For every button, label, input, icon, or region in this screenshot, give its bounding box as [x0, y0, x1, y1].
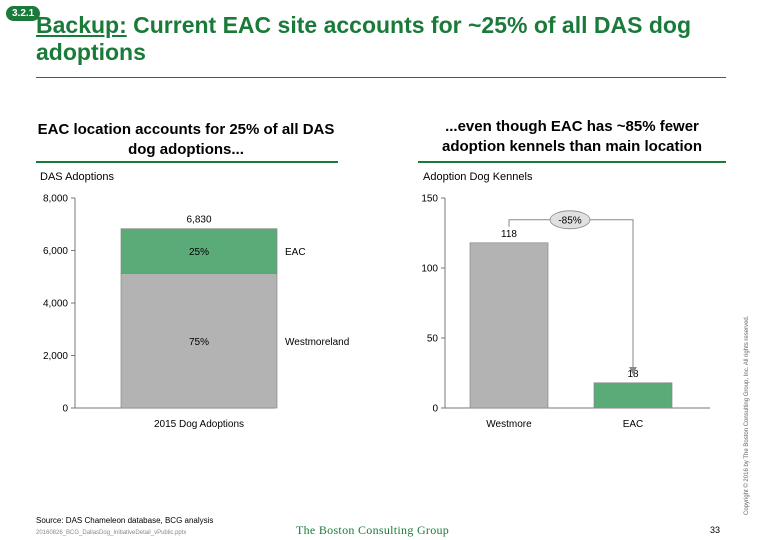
left-x-tick-label: 2015 Dog Adoptions: [154, 419, 244, 430]
total-value-label: 6,830: [186, 215, 211, 226]
bar-value-label: 118: [501, 229, 517, 240]
left-subtitle-rule: [36, 161, 338, 163]
stacked-bar-segment-westmoreland: [120, 273, 278, 409]
slide-title: Backup: Current EAC site accounts for ~2…: [36, 12, 726, 66]
left-y-tick-label: 6,000: [43, 246, 68, 257]
segment-percent-label: 75%: [189, 337, 209, 348]
left-subtitle: EAC location accounts for 25% of all DAS…: [37, 121, 335, 158]
copyright-note: Copyright © 2016 by The Boston Consultin…: [744, 315, 750, 515]
right-x-tick-label: Westmore: [486, 419, 532, 430]
legend-label-eac: EAC: [285, 247, 306, 258]
title-text: Current EAC site accounts for ~25% of al…: [36, 12, 691, 65]
file-name: 20160826_BCG_DallasDog_InitiativeDetail_…: [36, 530, 187, 536]
right-y-tick-label: 0: [432, 404, 438, 415]
right-subtitle: ...even though EAC has ~85% fewer adopti…: [441, 118, 703, 155]
section-badge: 3.2.1: [6, 6, 41, 21]
left-y-axis-label: DAS Adoptions: [40, 171, 114, 183]
left-y-tick-label: 0: [62, 404, 68, 415]
left-y-tick-label: 8,000: [43, 194, 68, 205]
title-divider: [36, 77, 726, 78]
stacked-bar-segment-eac: [120, 228, 278, 274]
right-y-tick-label: 100: [421, 264, 438, 275]
page-number: 33: [710, 525, 721, 535]
source-note: Source: DAS Chameleon database, BCG anal…: [36, 516, 214, 525]
segment-percent-label: 25%: [189, 247, 209, 258]
right-y-tick-label: 150: [421, 194, 438, 205]
bar-westmore: [469, 242, 549, 409]
bcg-logo: The Boston Consulting Group: [296, 523, 450, 537]
title-prefix: Backup:: [36, 12, 127, 38]
change-bubble: [549, 210, 591, 230]
change-annotation: -85%: [558, 215, 581, 226]
bar-eac: [593, 382, 673, 409]
legend-label-westmoreland: Westmoreland: [285, 337, 349, 348]
right-y-tick-label: 50: [427, 334, 439, 345]
right-x-tick-label: EAC: [623, 419, 644, 430]
right-y-axis-label: Adoption Dog Kennels: [423, 171, 533, 183]
right-subtitle-rule: [418, 161, 726, 163]
left-y-tick-label: 2,000: [43, 351, 68, 362]
left-y-tick-label: 4,000: [43, 299, 68, 310]
